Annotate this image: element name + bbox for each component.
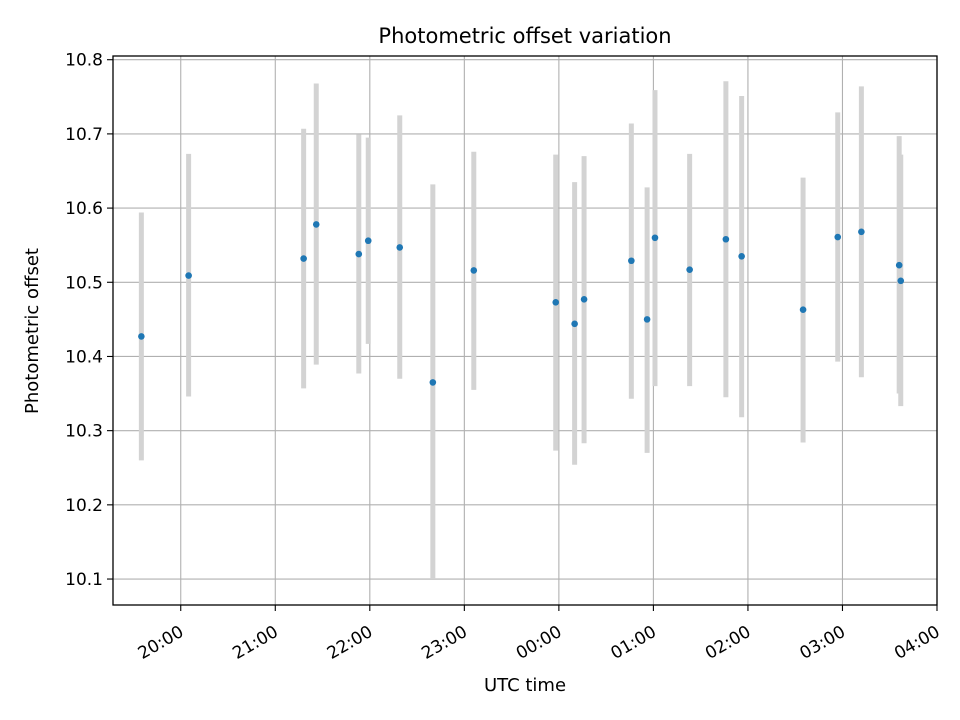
data-point <box>355 250 363 258</box>
data-points <box>138 221 905 386</box>
data-point <box>571 320 578 328</box>
y-axis-label: Photometric offset <box>22 248 43 414</box>
data-point <box>552 299 560 306</box>
data-point <box>312 221 320 228</box>
y-tick-label: 10.6 <box>65 199 103 219</box>
data-point <box>470 267 478 274</box>
data-point <box>580 296 588 303</box>
data-point <box>396 244 404 251</box>
data-point <box>138 333 145 340</box>
y-tick-label: 10.3 <box>65 422 103 442</box>
y-axis-ticks: 10.1 10.2 10.3 10.4 10.5 10.6 10.7 10.8 <box>65 51 113 590</box>
y-tick-label: 10.2 <box>65 496 103 516</box>
x-axis-label: UTC time <box>484 675 566 696</box>
y-tick-label: 10.1 <box>65 570 103 590</box>
data-point <box>738 253 745 260</box>
data-point <box>858 228 865 236</box>
data-point <box>895 261 903 269</box>
data-point <box>686 266 693 273</box>
plot-frame <box>112 55 938 606</box>
chart-title: Photometric offset variation <box>378 24 671 48</box>
y-tick-label: 10.8 <box>65 51 103 71</box>
data-point <box>628 257 635 265</box>
data-point <box>300 255 307 262</box>
y-tick-label: 10.5 <box>65 273 103 293</box>
data-point <box>651 234 659 242</box>
data-point <box>185 272 192 279</box>
data-point <box>799 306 807 314</box>
y-tick-label: 10.4 <box>65 347 103 367</box>
data-point <box>429 379 437 386</box>
data-point <box>897 277 905 285</box>
data-point <box>364 237 372 245</box>
data-point <box>722 235 730 243</box>
y-tick-label: 10.7 <box>65 125 103 145</box>
data-point <box>643 316 651 323</box>
data-point <box>834 233 842 241</box>
